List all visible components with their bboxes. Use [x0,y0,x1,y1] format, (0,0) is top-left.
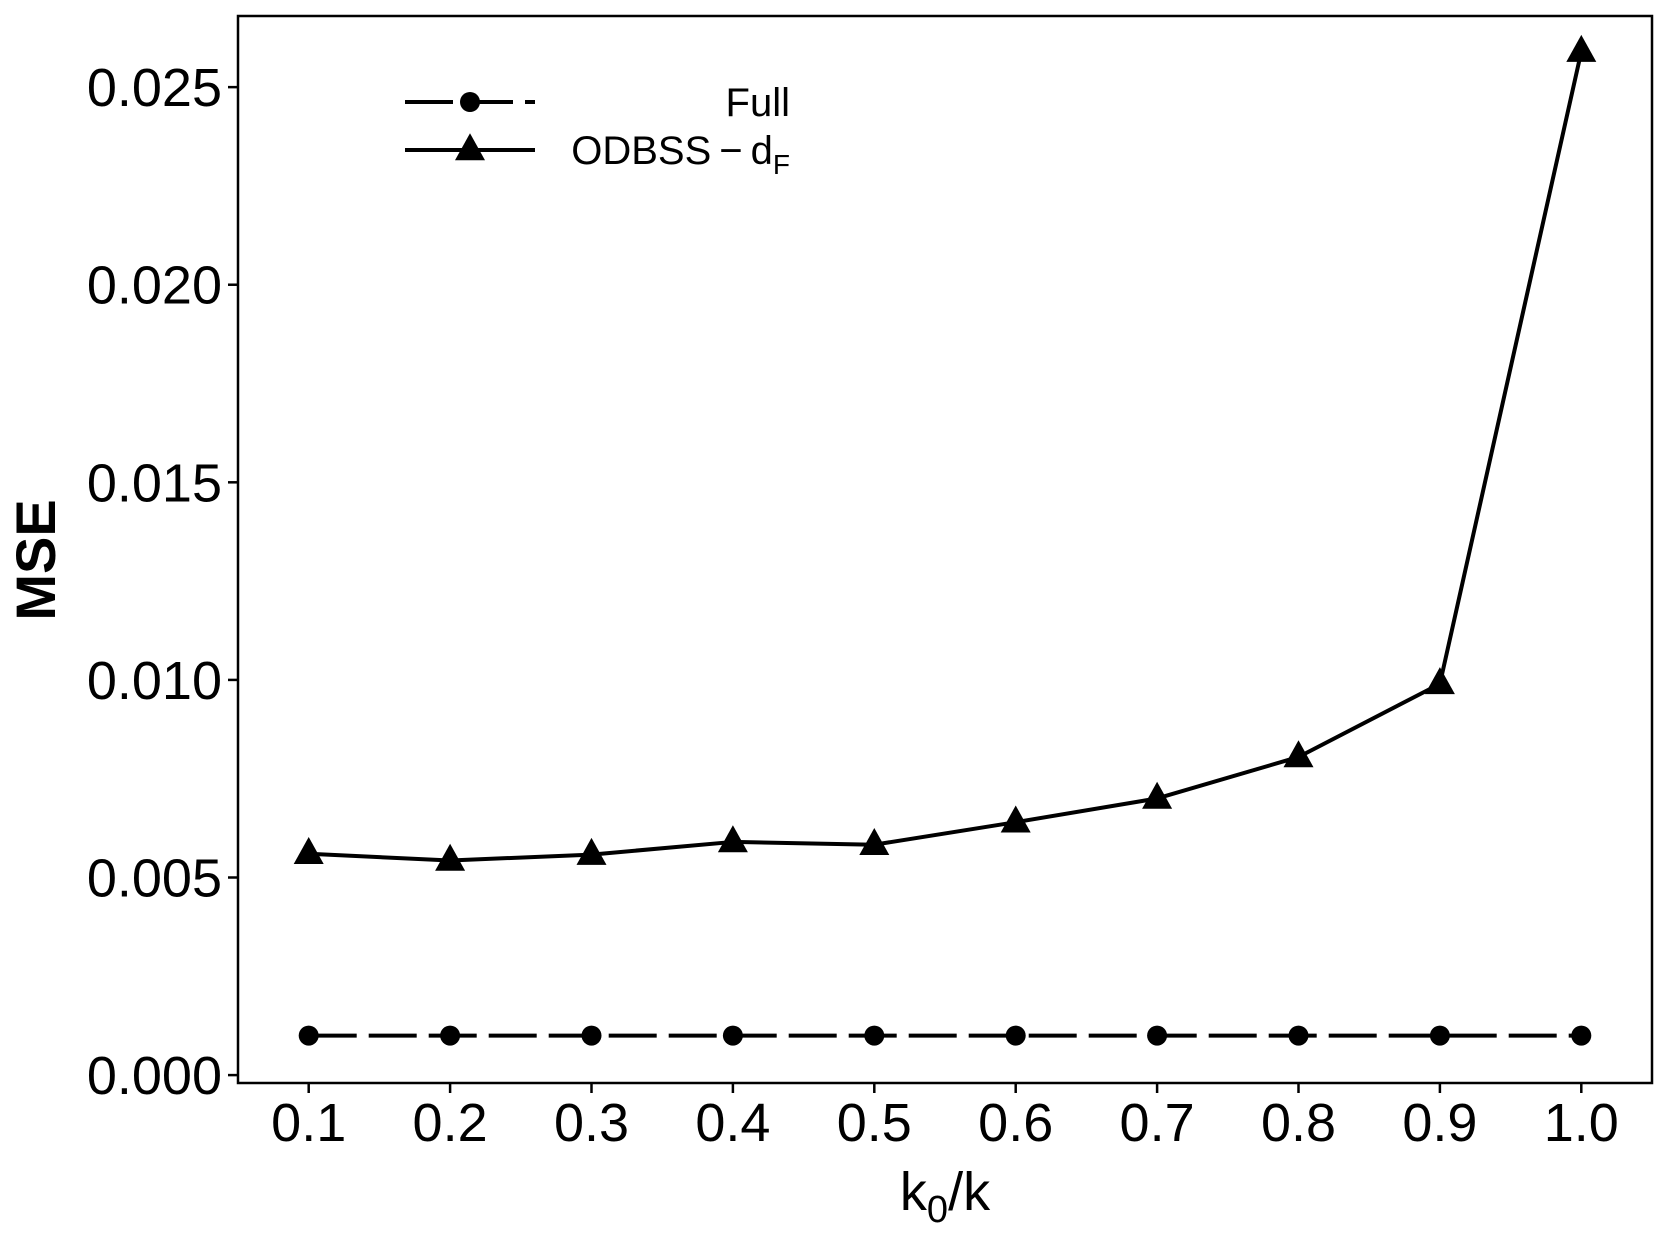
legend-label-base: ODBSS − d [571,129,773,173]
legend-item-full: Full [405,81,790,125]
data-point-odbss-df [1000,805,1031,833]
x-tick-label: 0.5 [837,1093,912,1153]
y-axis: 0.000 0.005 0.010 0.015 0.020 0.025 [87,58,238,1106]
y-tick-label: 0.000 [87,1046,222,1106]
legend-label-full: Full [726,81,790,125]
y-tick-label: 0.010 [87,651,222,711]
data-point-full [1005,1025,1026,1046]
series-full [298,1025,1592,1046]
y-tick-label: 0.020 [87,256,222,316]
data-point-odbss-df [1566,34,1597,62]
x-axis-title-rest: /k [948,1162,991,1222]
data-point-odbss-df [859,827,890,855]
legend-label-sub: F [773,149,790,180]
legend-marker-odbss-df [455,133,485,161]
x-tick-label: 1.0 [1544,1093,1619,1153]
data-point-odbss-df [293,837,324,865]
data-point-odbss-df [1283,740,1314,768]
data-point-odbss-df [717,825,748,853]
series-line-odbss-df [308,51,1584,863]
x-axis-title-base: k [900,1162,928,1222]
x-tick-label: 0.6 [978,1093,1053,1153]
data-point-full [1429,1025,1450,1046]
x-axis-title-sub: 0 [927,1189,948,1231]
data-point-odbss-df [576,837,607,865]
x-tick-label: 0.7 [1120,1093,1195,1153]
y-tick-label: 0.005 [87,849,222,909]
data-point-full [440,1025,461,1046]
data-point-full [1571,1025,1592,1046]
series-odbss-df [293,34,1597,871]
data-point-odbss-df [1424,667,1455,695]
legend-item-odbss-df: ODBSS − dF [405,129,790,180]
data-point-full [581,1025,602,1046]
plot-border [236,14,1654,1085]
x-axis: 0.1 0.2 0.3 0.4 0.5 0.6 0.7 0.8 0.9 1.0 [271,1083,1619,1153]
y-axis-title: MSE [4,499,67,620]
data-point-odbss-df [1142,781,1173,809]
x-tick-label: 0.8 [1261,1093,1336,1153]
x-axis-title: k0/k [900,1162,991,1231]
legend-marker-full [460,92,480,112]
data-point-odbss-df [435,843,466,871]
x-tick-label: 0.2 [413,1093,488,1153]
legend-label-odbss-df: ODBSS − dF [571,129,790,180]
y-tick-label: 0.015 [87,453,222,513]
data-point-full [1147,1025,1168,1046]
data-point-full [864,1025,885,1046]
data-point-full [1288,1025,1309,1046]
data-point-full [722,1025,743,1046]
x-tick-label: 0.9 [1402,1093,1477,1153]
plot-area [236,14,1654,1085]
x-tick-label: 0.3 [554,1093,629,1153]
data-point-full [298,1025,319,1046]
y-tick-label: 0.025 [87,58,222,118]
x-tick-label: 0.4 [695,1093,770,1153]
x-tick-label: 0.1 [271,1093,346,1153]
series-layer [293,34,1597,1046]
